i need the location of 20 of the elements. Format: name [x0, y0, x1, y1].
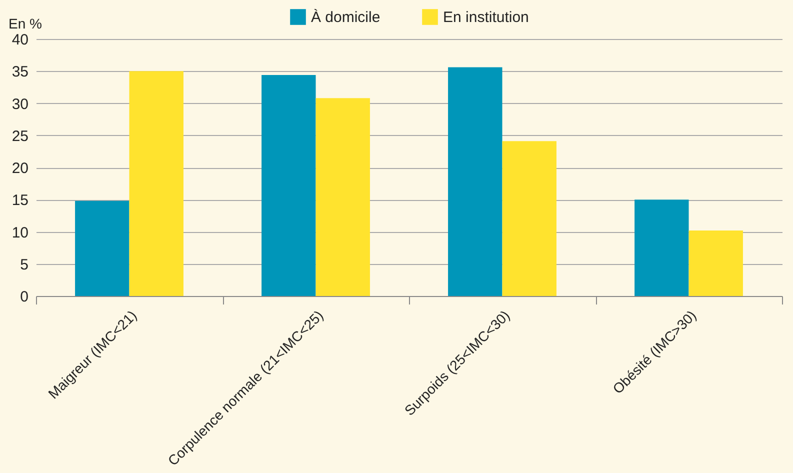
bar — [502, 141, 556, 296]
legend-label: En institution — [443, 9, 529, 26]
bar — [129, 71, 184, 296]
y-tick-label: 15 — [12, 192, 28, 210]
bar — [316, 98, 370, 296]
y-tick-label: 30 — [12, 96, 28, 113]
bar — [262, 74, 316, 296]
bar — [75, 200, 130, 296]
bar — [634, 200, 689, 296]
bar — [448, 67, 502, 296]
y-tick-label: 10 — [12, 224, 28, 242]
legend-label: À domicile — [311, 8, 380, 26]
y-tick-label: 25 — [12, 128, 28, 145]
y-tick-label: 20 — [12, 160, 28, 177]
y-tick-label: 5 — [20, 256, 28, 274]
y-axis-title: En % — [8, 16, 42, 32]
y-tick-label: 0 — [20, 288, 28, 306]
y-tick-label: 35 — [12, 64, 28, 81]
bar — [688, 230, 743, 296]
y-tick-label: 40 — [12, 32, 28, 48]
